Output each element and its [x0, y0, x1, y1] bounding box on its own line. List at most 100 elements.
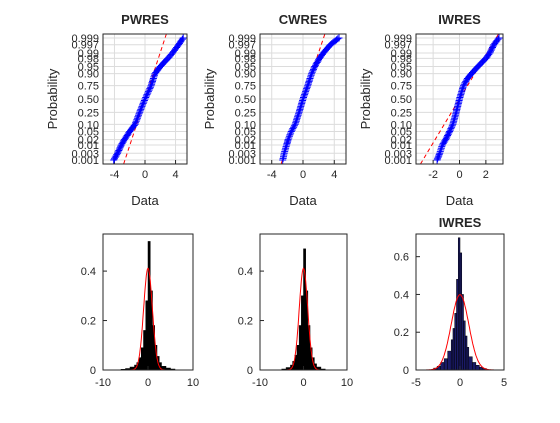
- histogram-bar: [466, 347, 470, 371]
- y-tick-label: 0.90: [235, 69, 256, 81]
- x-axis-label: Data: [131, 193, 159, 208]
- histogram-bar: [461, 294, 464, 371]
- x-tick-label: -10: [95, 377, 111, 389]
- y-tick-label: 0.05: [391, 126, 412, 138]
- y-axis-label: Probability: [45, 68, 60, 129]
- x-tick-label: 10: [187, 377, 199, 389]
- y-axis-label: Probability: [202, 68, 217, 129]
- histogram-bar: [147, 241, 151, 371]
- y-tick-label: 0.4: [238, 266, 253, 278]
- y-tick-label: 0.98: [235, 53, 256, 65]
- histogram-bar: [298, 325, 302, 371]
- x-tick-label: 4: [331, 169, 337, 181]
- probability-plot-pwres: 0.0010.0030.010.020.050.100.250.500.750.…: [45, 12, 188, 208]
- y-tick-label: 0.10: [235, 119, 256, 131]
- probability-plot-iwres: 0.0010.0030.010.020.050.100.250.500.750.…: [358, 12, 504, 208]
- y-tick-label: 0.003: [71, 148, 99, 160]
- histogram-bar: [296, 345, 300, 371]
- y-tick-label: 0.2: [238, 316, 253, 328]
- histogram-bar: [141, 347, 144, 371]
- y-tick-label: 0: [247, 365, 253, 377]
- y-tick-label: 0.001: [384, 155, 412, 167]
- y-tick-label: 0.999: [384, 33, 412, 45]
- y-tick-label: 0.10: [391, 119, 412, 131]
- x-tick-label: -4: [267, 169, 277, 181]
- y-tick-label: 0.25: [235, 107, 256, 119]
- x-axis-label: Data: [446, 193, 474, 208]
- y-tick-label: 0.003: [384, 148, 412, 160]
- histogram-bar: [459, 252, 463, 371]
- y-tick-label: 0.02: [78, 135, 99, 147]
- y-tick-label: 0.999: [71, 33, 99, 45]
- y-tick-label: 0.02: [391, 135, 412, 147]
- y-tick-label: 0.25: [78, 107, 99, 119]
- x-tick-label: -4: [110, 169, 120, 181]
- y-tick-label: 0.01: [78, 140, 99, 152]
- histogram-bar: [447, 350, 452, 371]
- y-axis-label: Probability: [358, 68, 373, 129]
- x-tick-label: 10: [341, 377, 353, 389]
- y-tick-label: 0.997: [384, 40, 412, 52]
- x-tick-label: 0: [457, 377, 463, 389]
- x-tick-label: 0: [142, 169, 148, 181]
- y-tick-label: 0.95: [78, 62, 99, 74]
- x-tick-label: 0: [300, 377, 306, 389]
- y-tick-label: 0.997: [71, 40, 99, 52]
- axes-box: [259, 33, 347, 165]
- y-tick-label: 0.25: [391, 107, 412, 119]
- y-tick-label: 0.75: [391, 81, 412, 93]
- chart-title: IWRES: [439, 215, 482, 230]
- histogram-bar: [450, 339, 454, 371]
- y-tick-label: 0.99: [391, 48, 412, 60]
- y-tick-label: 0.6: [394, 252, 409, 264]
- y-tick-label: 0.997: [228, 40, 256, 52]
- histogram-bar: [301, 295, 304, 371]
- probability-plot-cwres: 0.0010.0030.010.020.050.100.250.500.750.…: [202, 12, 347, 208]
- histogram-bar: [472, 362, 477, 371]
- y-tick-label: 0.02: [235, 135, 256, 147]
- axes-box: [415, 33, 504, 165]
- x-tick-label: 0: [456, 169, 462, 181]
- y-tick-label: 0.50: [235, 94, 256, 106]
- histogram-bar: [145, 300, 149, 371]
- y-tick-label: 0.4: [394, 289, 409, 301]
- y-tick-label: 0.99: [235, 48, 256, 60]
- axes-box: [415, 233, 505, 371]
- x-axis-label: Data: [289, 193, 317, 208]
- y-tick-label: 0.003: [228, 148, 256, 160]
- histogram-bar: [457, 237, 461, 371]
- chart-title: CWRES: [279, 12, 328, 27]
- histogram-bar: [138, 357, 142, 371]
- chart-title: IWRES: [438, 12, 481, 27]
- histogram-bar: [456, 279, 459, 371]
- y-tick-label: 0.75: [78, 81, 99, 93]
- x-tick-label: 5: [501, 377, 507, 389]
- x-tick-label: -10: [252, 377, 268, 389]
- y-tick-label: 0.001: [228, 155, 256, 167]
- axes-box: [102, 33, 188, 165]
- y-tick-label: 0.99: [78, 48, 99, 60]
- histogram-bar: [463, 320, 466, 371]
- y-tick-label: 0.98: [78, 53, 99, 65]
- y-tick-label: 0.4: [81, 266, 96, 278]
- x-tick-label: 2: [483, 169, 489, 181]
- histogram-bar: [443, 358, 448, 371]
- x-tick-label: 4: [172, 169, 178, 181]
- y-tick-label: 0.90: [78, 69, 99, 81]
- data-markers: [110, 34, 187, 164]
- y-tick-label: 0.001: [71, 155, 99, 167]
- y-tick-label: 0.2: [81, 316, 96, 328]
- axes-box: [259, 233, 348, 371]
- y-tick-label: 0.2: [394, 327, 409, 339]
- y-tick-label: 0.01: [391, 140, 412, 152]
- reference-line: [123, 34, 167, 164]
- y-tick-label: 0.90: [391, 69, 412, 81]
- x-tick-label: -5: [411, 377, 421, 389]
- y-tick-label: 0.50: [78, 94, 99, 106]
- data-markers: [433, 34, 503, 164]
- x-tick-label: 0: [145, 377, 151, 389]
- data-markers: [279, 34, 343, 164]
